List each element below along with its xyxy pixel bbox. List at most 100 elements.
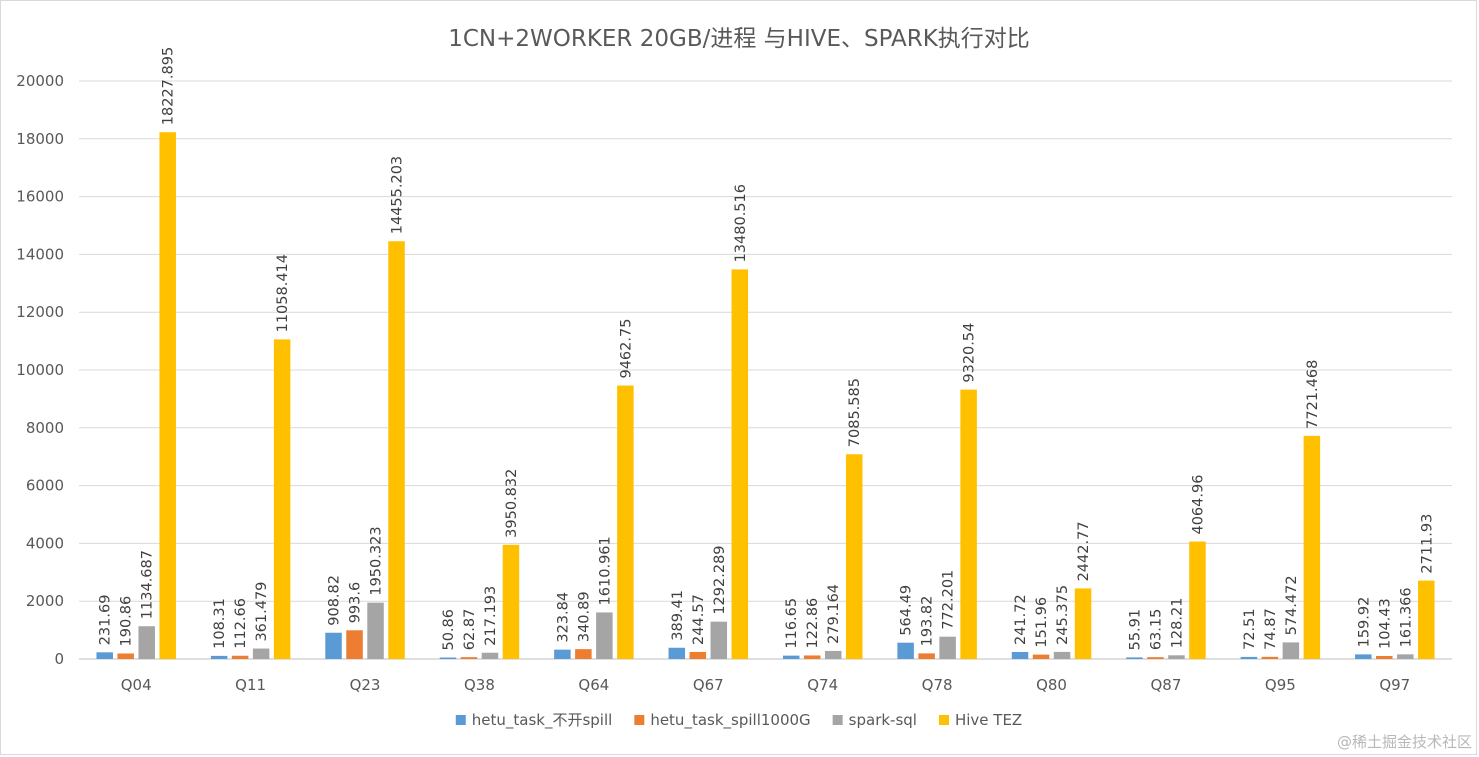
category-label: Q38 xyxy=(464,676,495,694)
data-label: 993.6 xyxy=(348,582,364,624)
data-label: 3950.832 xyxy=(504,469,520,538)
y-tick-label: 18000 xyxy=(16,130,64,148)
bar xyxy=(575,649,592,659)
bar xyxy=(710,621,728,659)
bar xyxy=(1355,654,1372,659)
bar xyxy=(1376,655,1393,659)
data-label: 564.49 xyxy=(899,585,915,636)
bars xyxy=(96,132,1435,659)
y-tick-label: 14000 xyxy=(16,245,64,263)
bar xyxy=(231,655,249,659)
bar xyxy=(210,655,228,659)
y-tick-label: 4000 xyxy=(26,534,64,552)
data-label: 244.57 xyxy=(691,594,707,645)
bar xyxy=(367,602,384,659)
legend-label: hetu_task_不开spill xyxy=(472,711,613,730)
data-label: 112.66 xyxy=(233,598,249,649)
bar xyxy=(1011,652,1029,659)
y-tick-label: 2000 xyxy=(26,592,64,610)
data-label: 9462.75 xyxy=(618,319,634,379)
bar xyxy=(325,632,342,659)
data-label: 13480.516 xyxy=(733,184,749,262)
data-label: 62.87 xyxy=(462,609,478,651)
bar xyxy=(138,626,155,659)
data-label: 193.82 xyxy=(920,596,936,647)
data-label: 2711.93 xyxy=(1419,514,1435,574)
bar xyxy=(1053,651,1071,659)
data-label: 50.86 xyxy=(441,609,457,651)
bar xyxy=(481,652,499,659)
category-label: Q97 xyxy=(1379,676,1410,694)
data-label: 11058.414 xyxy=(275,254,291,332)
category-label: Q04 xyxy=(121,676,152,694)
bar xyxy=(668,647,686,659)
category-label: Q80 xyxy=(1036,676,1067,694)
data-label: 72.51 xyxy=(1242,608,1258,650)
bar xyxy=(1168,655,1185,659)
data-label: 2442.77 xyxy=(1076,521,1092,581)
bar xyxy=(1032,654,1050,659)
bar xyxy=(845,454,863,659)
bar xyxy=(824,650,842,659)
category-label: Q64 xyxy=(578,676,609,694)
legend-swatch xyxy=(634,715,645,725)
category-label: Q67 xyxy=(693,676,724,694)
legend-item: Hive TEZ xyxy=(938,711,1022,729)
y-tick-label: 8000 xyxy=(26,419,64,437)
data-label: 14455.203 xyxy=(390,156,406,234)
data-label: 1134.687 xyxy=(140,550,156,619)
legend-swatch xyxy=(938,715,949,725)
bar xyxy=(554,649,571,659)
data-label: 9320.54 xyxy=(962,323,978,383)
legend-swatch xyxy=(455,715,466,725)
category-label: Q11 xyxy=(235,676,266,694)
legend: hetu_task_不开spill hetu_task_spill1000G spa… xyxy=(455,711,1022,730)
category-label: Q95 xyxy=(1265,676,1296,694)
data-label: 7085.585 xyxy=(847,378,863,447)
data-label: 908.82 xyxy=(327,575,343,626)
bar xyxy=(1303,435,1321,659)
bar xyxy=(1147,657,1164,659)
data-label: 1950.323 xyxy=(369,526,385,595)
data-label: 574.472 xyxy=(1284,575,1300,635)
bar xyxy=(803,655,821,659)
bar xyxy=(897,642,914,659)
bar xyxy=(159,132,176,659)
data-label: 1292.289 xyxy=(712,545,728,614)
category-labels: Q04 Q11 Q23 Q38 Q64 Q67 Q74 Q78 Q80 Q87 Q95 Q97 xyxy=(121,676,1410,694)
y-tick-label: 12000 xyxy=(16,303,64,321)
data-label: 116.65 xyxy=(784,598,800,649)
bar xyxy=(689,651,707,659)
data-label: 122.86 xyxy=(805,598,821,649)
data-label: 361.479 xyxy=(254,582,270,642)
data-label: 217.193 xyxy=(483,586,499,646)
bar xyxy=(1189,541,1206,659)
data-label: 18227.895 xyxy=(161,47,177,125)
legend-label: Hive TEZ xyxy=(955,711,1022,729)
data-label: 245.375 xyxy=(1055,585,1071,645)
bar xyxy=(1418,580,1435,659)
bar xyxy=(252,648,270,659)
data-label: 190.86 xyxy=(119,596,135,647)
bar xyxy=(1126,657,1143,659)
bar xyxy=(731,269,749,659)
data-label: 4064.96 xyxy=(1190,475,1206,535)
bar xyxy=(439,657,457,659)
bar xyxy=(596,612,613,659)
data-label: 161.366 xyxy=(1398,587,1414,647)
data-label: 772.201 xyxy=(941,570,957,630)
data-label: 7721.468 xyxy=(1305,360,1321,429)
data-label: 1610.961 xyxy=(597,536,613,605)
data-label: 151.96 xyxy=(1034,597,1050,648)
category-label: Q78 xyxy=(922,676,953,694)
bar xyxy=(273,339,291,659)
data-label: 159.92 xyxy=(1356,597,1372,648)
bar xyxy=(782,655,800,659)
category-label: Q87 xyxy=(1151,676,1182,694)
watermark-text: @稀土掘金技术社区 xyxy=(1337,733,1472,751)
legend-swatch xyxy=(832,715,843,725)
y-tick-label: 6000 xyxy=(26,477,64,495)
bar xyxy=(1397,654,1414,659)
data-label: 241.72 xyxy=(1013,594,1029,645)
